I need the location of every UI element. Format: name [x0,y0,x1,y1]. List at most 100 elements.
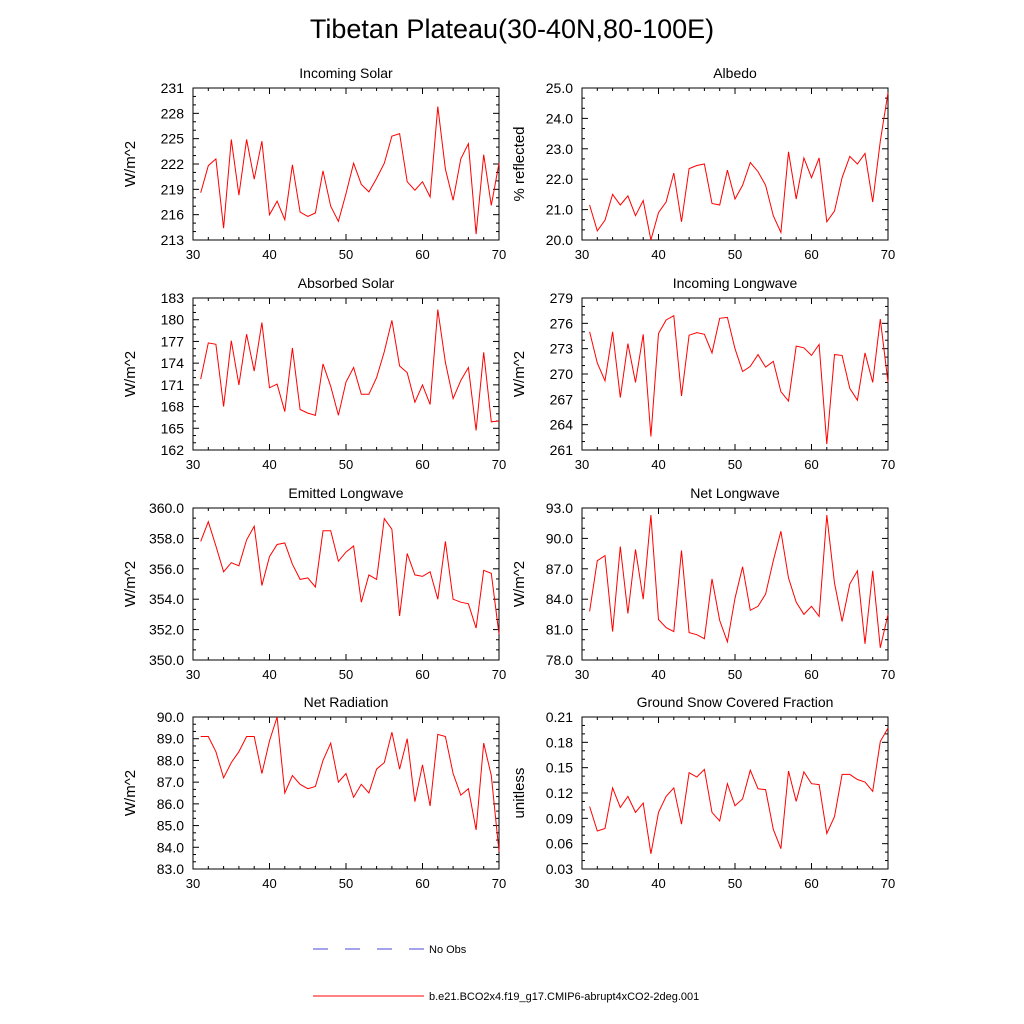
y-tick-label: 81.0 [546,622,573,638]
y-tick-label: 0.06 [546,836,573,852]
x-tick-label: 50 [339,457,353,472]
panel-1: 30 40 50 60 70 213 216 219 222 225 228 231 Incoming … [122,65,506,262]
panel-title: Albedo [713,65,757,81]
y-tick-label: 267 [550,391,574,407]
x-tick-label: 70 [881,247,895,262]
y-tick-label: 279 [550,290,574,306]
y-tick-label: 21.0 [546,202,573,218]
plot-frame [581,297,889,451]
y-tick-label: 354.0 [149,591,184,607]
y-tick-label: 86.0 [157,796,184,812]
y-tick-label: 0.21 [546,709,573,725]
x-tick-label: 50 [728,667,742,682]
y-tick-label: 276 [550,315,574,331]
plot-frame [192,87,500,241]
y-tick-label: 90.0 [157,709,184,725]
y-tick-label: 183 [161,290,185,306]
x-tick-label: 60 [415,457,429,472]
y-tick-label: 162 [161,442,185,458]
y-axis-label: unitless [511,768,528,819]
y-tick-label: 87.0 [546,561,573,577]
x-tick-label: 40 [651,247,665,262]
y-tick-label: 88.0 [157,752,184,768]
y-tick-label: 171 [161,377,185,393]
x-tick-label: 30 [575,667,589,682]
y-tick-label: 84.0 [157,839,184,855]
x-tick-label: 30 [186,876,200,891]
y-tick-label: 216 [161,207,185,223]
x-tick-label: 50 [728,247,742,262]
panel-title: Ground Snow Covered Fraction [637,694,834,710]
y-tick-label: 352.0 [149,622,184,638]
y-tick-label: 23.0 [546,141,573,157]
x-tick-label: 50 [728,876,742,891]
plot-frame [581,87,889,241]
x-tick-label: 60 [804,667,818,682]
y-tick-label: 93.0 [546,500,573,516]
y-tick-label: 78.0 [546,652,573,668]
x-tick-label: 60 [415,667,429,682]
y-tick-label: 273 [550,341,574,357]
y-tick-label: 84.0 [546,591,573,607]
x-tick-label: 70 [492,247,506,262]
y-tick-label: 85.0 [157,818,184,834]
y-tick-label: 228 [161,105,185,121]
y-tick-label: 89.0 [157,731,184,747]
x-tick-label: 40 [651,457,665,472]
y-tick-label: 0.15 [546,760,573,776]
y-axis-label: W/m^2 [511,561,528,607]
plot-frame [192,507,500,661]
x-tick-label: 50 [339,247,353,262]
legend-label: b.e21.BCO2x4.f19_g17.CMIP6-abrupt4xCO2-2… [429,991,699,1003]
y-tick-label: 270 [550,366,574,382]
x-tick-label: 60 [415,247,429,262]
x-tick-label: 40 [262,457,276,472]
x-tick-label: 60 [804,457,818,472]
y-tick-label: 350.0 [149,652,184,668]
y-axis-label: W/m^2 [122,351,139,397]
y-tick-label: 356.0 [149,561,184,577]
y-tick-label: 213 [161,232,185,248]
panel-3: 30 40 50 60 70 162 165 168 171 174 177 180 183 Absorb… [122,275,506,472]
plot-frame [581,507,889,661]
x-tick-label: 40 [651,667,665,682]
x-tick-label: 30 [186,247,200,262]
plot-frame [192,297,500,451]
x-tick-label: 40 [262,667,276,682]
panel-title: Absorbed Solar [298,275,395,291]
y-tick-label: 180 [161,312,185,328]
legend: No Obs b.e21.BCO2x4.f19_g17.CMIP6-abrupt4… [313,944,699,1003]
y-tick-label: 165 [161,420,185,436]
y-tick-label: 0.03 [546,861,573,877]
plot-frame [581,716,889,870]
series-line [200,517,500,635]
x-tick-label: 30 [575,457,589,472]
y-tick-label: 261 [550,442,574,458]
series-line [589,314,889,445]
y-axis-label: % reflected [511,126,528,201]
series-line [200,106,500,235]
series-line [200,716,500,852]
y-tick-label: 231 [161,80,185,96]
y-tick-label: 264 [550,417,574,433]
panel-title: Incoming Longwave [673,275,798,291]
panel-5: 30 40 50 60 70 350.0 352.0 354.0 356.0 358.0 360.0… [122,485,506,682]
y-tick-label: 0.18 [546,734,573,750]
x-tick-label: 40 [262,876,276,891]
y-tick-label: 177 [161,333,185,349]
plot-frame [192,716,500,870]
y-tick-label: 90.0 [546,530,573,546]
y-tick-label: 168 [161,399,185,415]
x-tick-label: 30 [575,247,589,262]
x-tick-label: 70 [492,667,506,682]
y-tick-label: 25.0 [546,80,573,96]
x-tick-label: 70 [492,876,506,891]
y-axis-label: W/m^2 [122,141,139,187]
y-tick-label: 22.0 [546,171,573,187]
panel-title: Incoming Solar [299,65,393,81]
y-tick-label: 20.0 [546,232,573,248]
x-tick-label: 40 [262,247,276,262]
x-tick-label: 30 [575,876,589,891]
x-tick-label: 40 [651,876,665,891]
y-tick-label: 222 [161,156,185,172]
